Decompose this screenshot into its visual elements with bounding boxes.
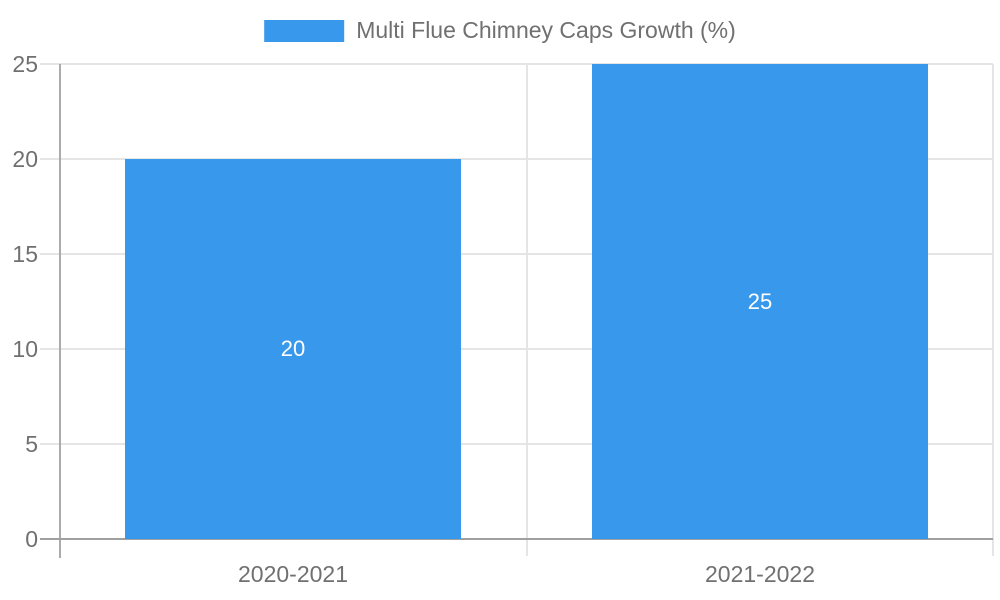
y-gridline bbox=[40, 253, 993, 255]
legend-label: Multi Flue Chimney Caps Growth (%) bbox=[356, 17, 736, 43]
legend-swatch bbox=[264, 19, 345, 42]
x-axis-line bbox=[40, 538, 993, 540]
y-gridline bbox=[40, 443, 993, 445]
y-axis-tick-label: 20 bbox=[12, 146, 38, 172]
y-axis-tick-label: 25 bbox=[12, 51, 38, 77]
bar[interactable] bbox=[125, 159, 461, 539]
bar-value-label: 20 bbox=[280, 336, 306, 361]
x-gridline bbox=[526, 64, 528, 556]
bar-value-label: 25 bbox=[747, 289, 773, 314]
y-axis-tick-label: 5 bbox=[25, 431, 38, 457]
legend-item[interactable]: Multi Flue Chimney Caps Growth (%) bbox=[264, 17, 736, 44]
bar[interactable] bbox=[592, 64, 928, 539]
y-axis-tick-label: 10 bbox=[12, 336, 38, 362]
x-gridline bbox=[992, 64, 994, 556]
y-axis-tick-label: 0 bbox=[25, 526, 38, 552]
x-axis-category-label: 2020-2021 bbox=[238, 561, 348, 587]
x-axis-category-label: 2021-2022 bbox=[705, 561, 815, 587]
y-gridline bbox=[40, 158, 993, 160]
y-gridline bbox=[40, 348, 993, 350]
y-gridline bbox=[40, 63, 993, 65]
y-axis-tick-label: 15 bbox=[12, 241, 38, 267]
y-axis-line bbox=[59, 64, 61, 558]
